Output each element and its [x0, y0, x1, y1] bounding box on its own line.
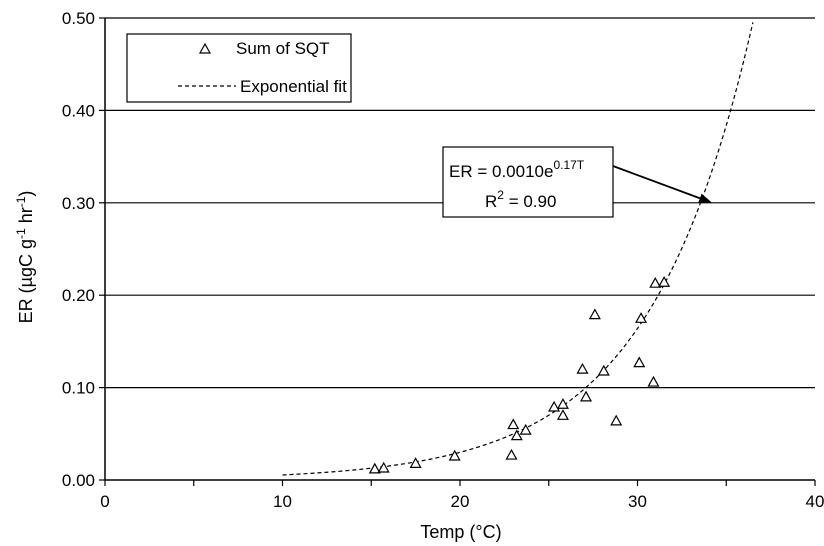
- data-point-9: [556, 397, 569, 409]
- data-point-8: [548, 400, 561, 412]
- data-point-18: [647, 375, 660, 387]
- data-point-4: [505, 448, 518, 460]
- x-tick-label-0: 0: [100, 492, 109, 511]
- legend-label-sum-of-sqt: Sum of SQT: [236, 39, 330, 58]
- y-tick-label-0: 0.00: [62, 471, 95, 490]
- data-point-12: [580, 390, 593, 402]
- data-point-14: [597, 364, 610, 376]
- x-tick-labels: 0 10 20 30 40: [100, 492, 824, 511]
- y-tick-label-1: 0.10: [62, 379, 95, 398]
- annotation-arrow-head: [698, 193, 713, 203]
- legend-box: [126, 33, 352, 103]
- data-point-19: [649, 276, 662, 288]
- equation-line-1: ER = 0.0010e0.17T: [449, 158, 585, 181]
- y-tick-label-3: 0.30: [62, 194, 95, 213]
- data-point-6: [510, 429, 523, 441]
- data-points: [368, 276, 671, 474]
- equation-line-2: R2 = 0.90: [485, 188, 556, 211]
- data-point-13: [588, 308, 601, 320]
- data-point-2: [409, 457, 422, 468]
- data-point-1: [377, 461, 390, 473]
- data-point-20: [658, 276, 671, 287]
- x-tick-label-3: 30: [628, 492, 647, 511]
- data-point-15: [610, 414, 623, 426]
- legend-label-exponential-fit: Exponential fit: [240, 77, 347, 96]
- axes: [99, 17, 816, 486]
- legend: Sum of SQT Exponential fit: [126, 33, 352, 103]
- y-tick-label-5: 0.50: [62, 9, 95, 28]
- x-axis-title: Temp (°C): [420, 522, 501, 542]
- legend-triangle-marker: [198, 42, 212, 54]
- x-tick-label-1: 10: [273, 492, 292, 511]
- fit-curve-group: [282, 22, 754, 476]
- data-point-11: [576, 362, 589, 374]
- equation-annotation: ER = 0.0010e0.17T R2 = 0.90: [442, 146, 713, 218]
- data-point-7: [519, 423, 532, 435]
- y-tick-label-2: 0.20: [62, 286, 95, 305]
- annotation-arrow-line: [612, 165, 701, 200]
- data-point-5: [507, 418, 520, 430]
- data-point-17: [635, 312, 648, 323]
- x-tick-label-4: 40: [806, 492, 824, 511]
- data-point-16: [633, 356, 646, 368]
- y-tick-labels: 0.00 0.10 0.20 0.30 0.40 0.50: [62, 9, 95, 490]
- data-point-0: [368, 462, 381, 474]
- data-point-10: [556, 409, 569, 420]
- equation-box: [442, 146, 614, 218]
- x-tick-label-2: 20: [451, 492, 470, 511]
- y-tick-label-4: 0.40: [62, 101, 95, 120]
- data-point-3: [448, 449, 461, 461]
- exponential-fit-curve: [282, 22, 754, 476]
- y-axis-title: ER (µgC g-1 hr-1): [14, 191, 36, 324]
